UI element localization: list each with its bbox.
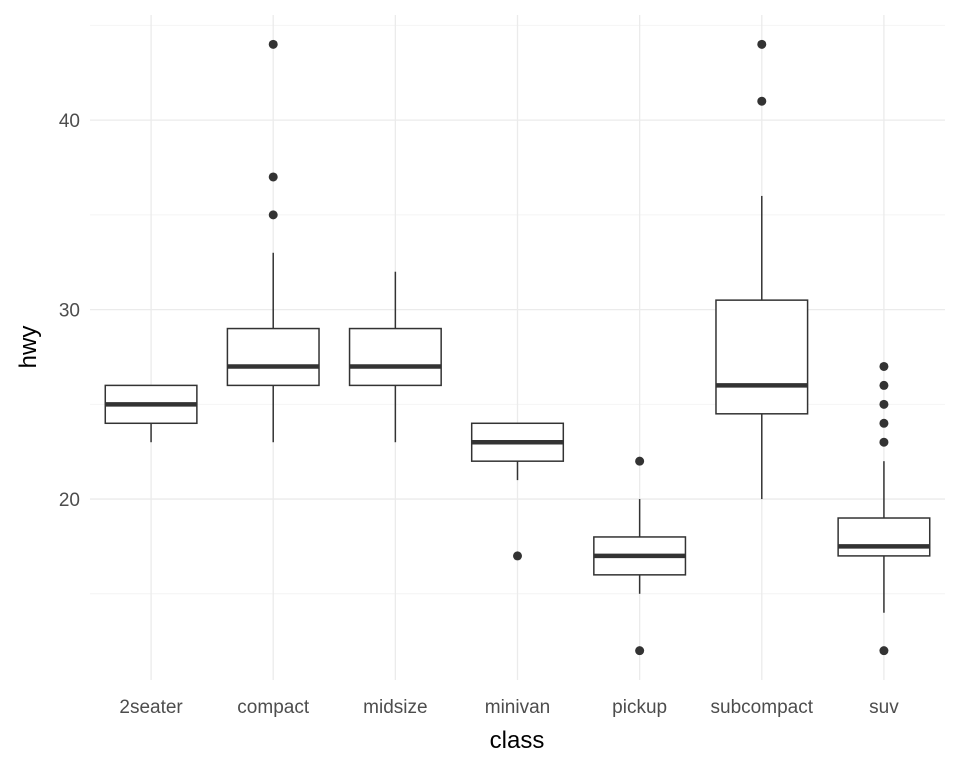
outlier-point <box>635 456 645 466</box>
y-tick-label: 40 <box>59 111 80 132</box>
x-tick-label: 2seater <box>119 697 183 718</box>
outlier-point <box>879 380 889 390</box>
x-tick-label: pickup <box>612 697 667 718</box>
x-axis-title: class <box>490 727 545 754</box>
x-tick-label: compact <box>237 697 310 718</box>
outlier-point <box>879 361 889 371</box>
x-axis-ticks: 2seater compact midsize minivan pickup subcom… <box>119 697 899 718</box>
x-tick-label: suv <box>869 697 899 718</box>
x-tick-label: subcompact <box>711 697 814 718</box>
box-subcompact <box>715 299 809 415</box>
y-tick-label: 30 <box>59 301 80 322</box>
outlier-point <box>268 172 278 182</box>
outlier-point <box>268 210 278 220</box>
box-compact <box>226 327 320 387</box>
outlier-point <box>513 551 522 561</box>
outlier-point <box>268 39 278 49</box>
y-axis-title: hwy <box>15 326 42 369</box>
box-midsize <box>348 327 442 387</box>
boxes <box>104 39 931 656</box>
x-tick-label: minivan <box>485 697 550 718</box>
outlier-point <box>757 39 767 49</box>
outlier-point <box>879 399 889 409</box>
outlier-point <box>879 646 889 656</box>
outlier-point <box>757 96 767 106</box>
y-tick-label: 20 <box>59 490 80 511</box>
x-tick-label: midsize <box>363 697 427 718</box>
grid <box>90 15 945 680</box>
outlier-point <box>635 646 645 656</box>
y-axis-ticks: 20 30 40 <box>59 111 80 511</box>
outlier-point <box>879 418 889 428</box>
outlier-point <box>879 437 889 447</box>
box-suv <box>837 517 931 557</box>
